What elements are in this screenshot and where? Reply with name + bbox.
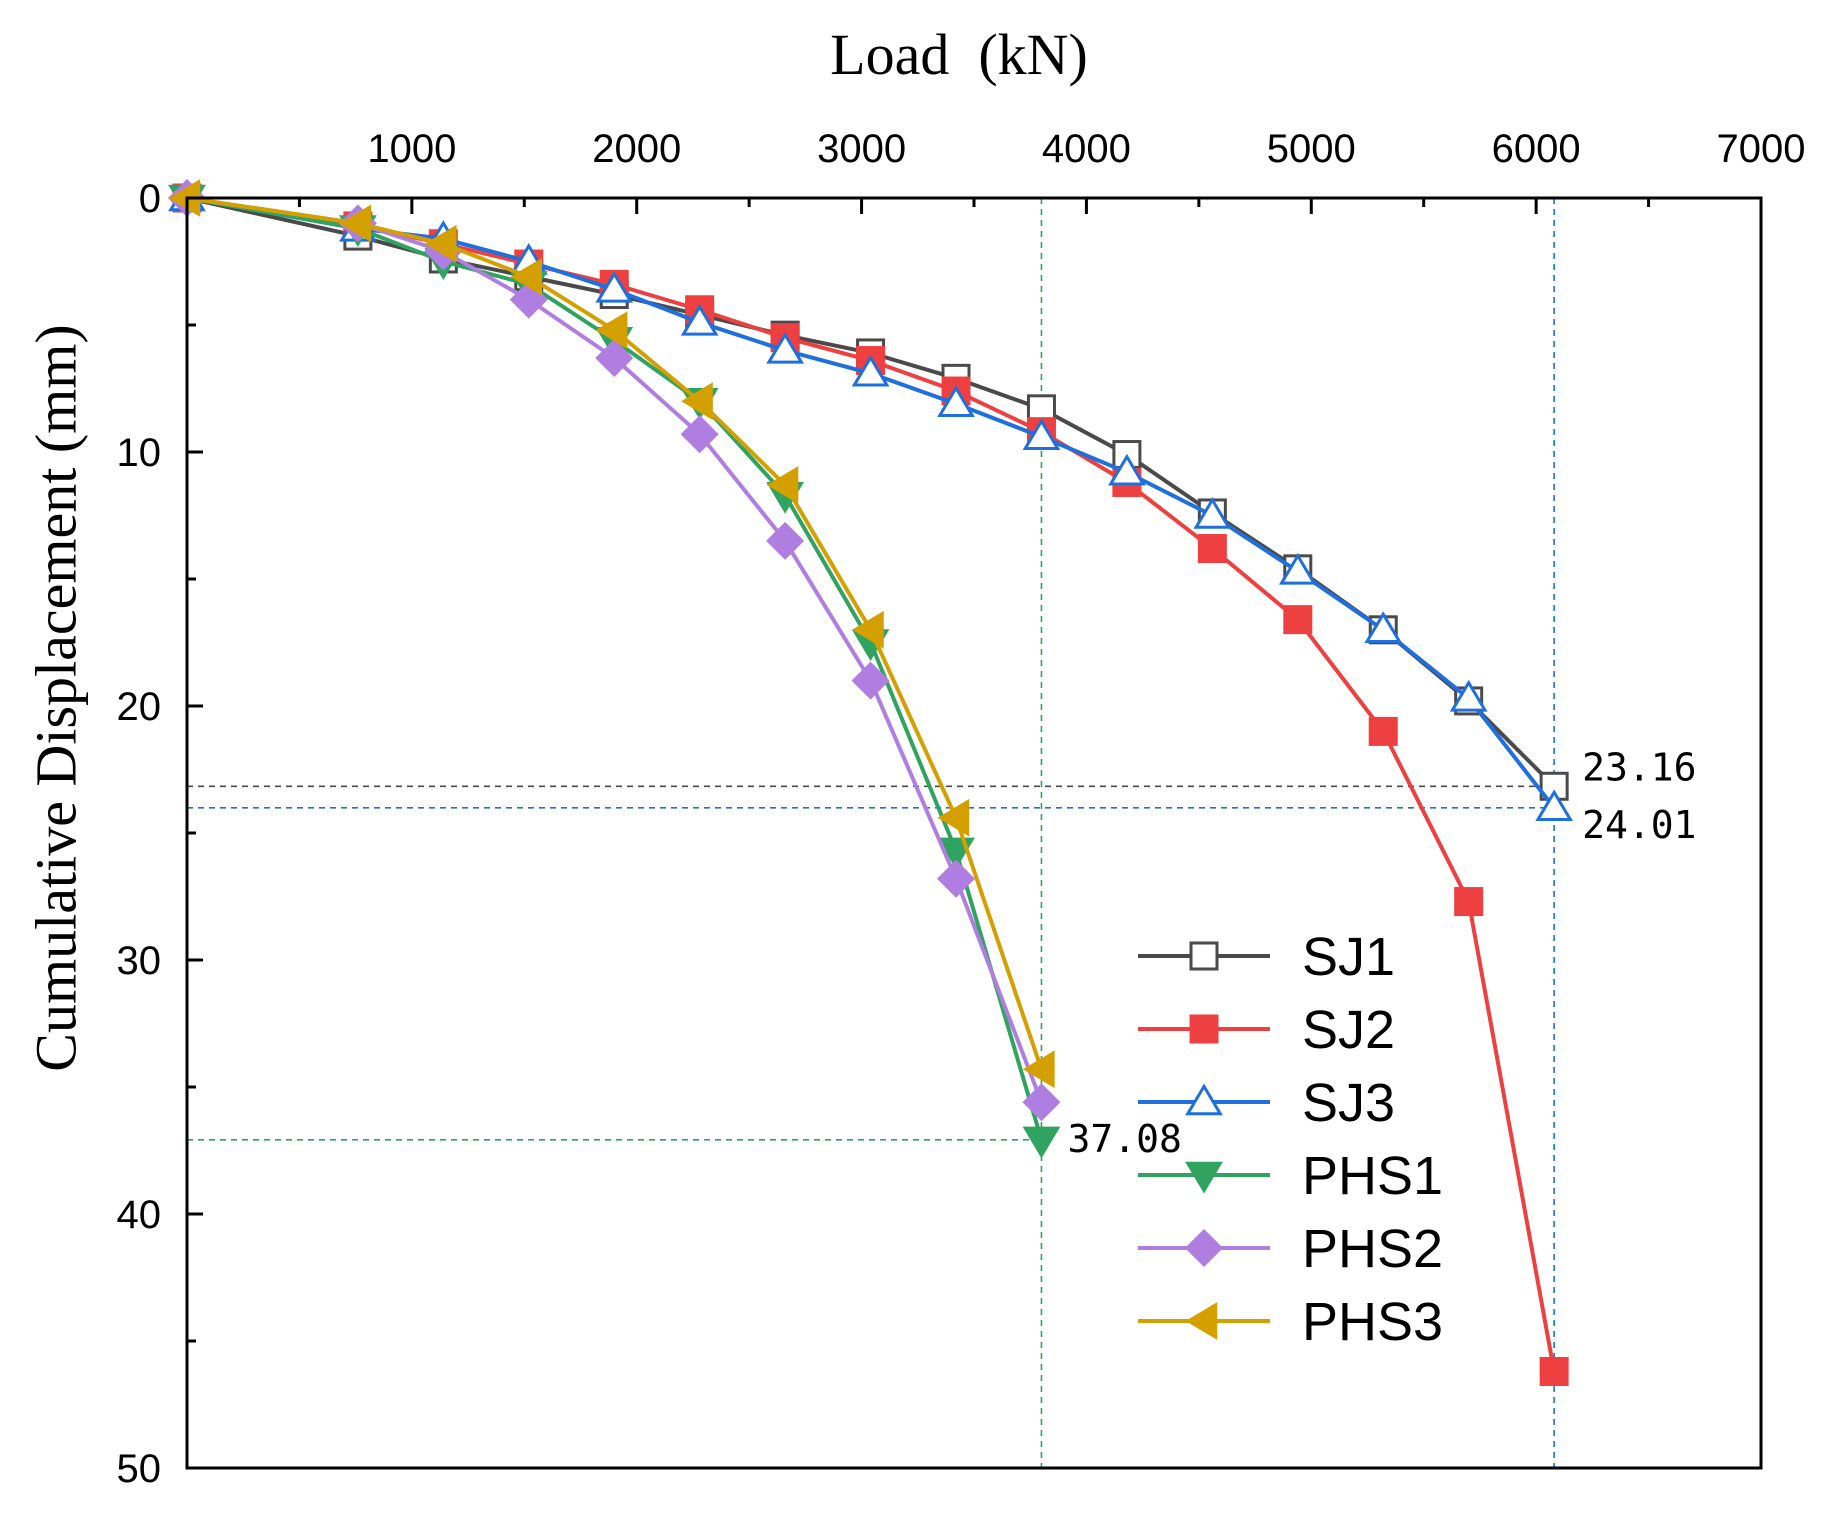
x-ticks: 1000 2000 3000 4000 5000 6000 7000 bbox=[297, 127, 1806, 214]
data-point-marker bbox=[1364, 611, 1403, 643]
legend-item-phs2: PHS2 bbox=[1138, 1219, 1443, 1279]
value-annotation: 37.08 bbox=[1067, 1117, 1181, 1161]
series-phs3 bbox=[168, 179, 1055, 1089]
data-point-marker bbox=[1185, 1083, 1223, 1116]
data-point-marker bbox=[766, 521, 805, 560]
y-tick-label: 20 bbox=[117, 685, 162, 729]
data-point-marker bbox=[339, 204, 372, 243]
legend-item-sj2: SJ2 bbox=[1138, 1000, 1395, 1060]
data-point-marker bbox=[766, 331, 805, 364]
data-point-marker bbox=[1185, 1161, 1223, 1194]
y-tick-label: 40 bbox=[117, 1193, 162, 1237]
data-point-marker bbox=[766, 466, 799, 504]
data-point-marker bbox=[1539, 1356, 1569, 1386]
series-group bbox=[167, 178, 1574, 1386]
y-tick-label: 50 bbox=[117, 1447, 162, 1491]
data-point-marker bbox=[680, 303, 719, 336]
value-annotation: 23.16 bbox=[1582, 745, 1696, 789]
data-point-marker bbox=[681, 382, 713, 421]
series-phs2 bbox=[167, 178, 1061, 1122]
legend-label: PHS3 bbox=[1302, 1292, 1443, 1352]
data-point-marker bbox=[1184, 1228, 1224, 1268]
y-ticks: 0 10 20 30 40 50 bbox=[117, 177, 203, 1491]
data-point-marker bbox=[1022, 1083, 1061, 1122]
x-axis-title: Load (kN) bbox=[830, 22, 1088, 87]
y-tick-label: 0 bbox=[139, 177, 161, 221]
legend-item-sj3: SJ3 bbox=[1138, 1073, 1395, 1133]
legend: SJ1 SJ2 SJ3 PHS1 PHS2 PHS3 bbox=[1138, 927, 1443, 1352]
data-point-marker bbox=[680, 415, 719, 454]
series-line bbox=[186, 196, 1557, 1372]
legend-label: PHS1 bbox=[1302, 1146, 1443, 1206]
x-tick-label: 5000 bbox=[1267, 127, 1356, 171]
legend-item-phs1: PHS1 bbox=[1138, 1146, 1443, 1206]
series-line bbox=[186, 196, 1556, 810]
y-tick-label: 10 bbox=[117, 431, 162, 475]
x-tick-label: 4000 bbox=[1042, 127, 1131, 171]
data-point-marker bbox=[1022, 1126, 1061, 1159]
value-annotation: 24.01 bbox=[1582, 803, 1696, 847]
data-point-marker bbox=[595, 270, 634, 303]
legend-label: SJ1 bbox=[1302, 927, 1395, 987]
series-line bbox=[186, 196, 1044, 1070]
data-point-marker bbox=[1283, 605, 1313, 635]
x-tick-label: 2000 bbox=[592, 127, 681, 171]
y-tick-label: 30 bbox=[117, 939, 162, 983]
data-point-marker bbox=[936, 859, 976, 898]
x-tick-label: 7000 bbox=[1717, 127, 1806, 171]
data-point-marker bbox=[937, 798, 970, 837]
data-point-marker bbox=[595, 311, 628, 349]
data-point-marker bbox=[1197, 534, 1227, 564]
plot-frame bbox=[185, 196, 1763, 1470]
series-line bbox=[186, 196, 1044, 1141]
data-point-marker bbox=[937, 385, 975, 417]
data-point-marker bbox=[1189, 1014, 1219, 1044]
legend-item-phs3: PHS3 bbox=[1138, 1292, 1443, 1352]
data-point-marker bbox=[1368, 716, 1398, 746]
data-point-marker bbox=[510, 257, 542, 296]
legend-label: PHS2 bbox=[1302, 1219, 1443, 1279]
data-point-marker bbox=[1185, 1302, 1218, 1340]
data-point-marker bbox=[1189, 941, 1219, 971]
data-point-marker bbox=[1193, 496, 1232, 529]
data-point-marker bbox=[1454, 887, 1484, 917]
data-point-marker bbox=[1278, 552, 1317, 585]
data-point-marker bbox=[1022, 418, 1061, 450]
data-point-marker bbox=[852, 610, 884, 649]
axes-group bbox=[185, 196, 1763, 1470]
data-point-marker bbox=[851, 354, 890, 387]
data-point-marker bbox=[1449, 679, 1488, 712]
data-point-marker bbox=[595, 338, 634, 378]
data-point-marker bbox=[1022, 1050, 1055, 1089]
data-point-marker bbox=[424, 224, 457, 263]
series-sj3 bbox=[168, 179, 1574, 822]
series-line bbox=[186, 196, 1044, 1103]
legend-item-sj1: SJ1 bbox=[1138, 927, 1395, 987]
legend-label: SJ3 bbox=[1302, 1073, 1395, 1133]
y-axis-title: Cumulative Displacement (mm) bbox=[23, 324, 88, 1071]
series-sj1 bbox=[172, 183, 1569, 801]
x-tick-label: 3000 bbox=[817, 127, 906, 171]
data-point-marker bbox=[1108, 453, 1146, 486]
legend-label: SJ2 bbox=[1302, 1000, 1395, 1060]
data-point-marker bbox=[851, 661, 890, 700]
x-tick-label: 1000 bbox=[367, 127, 456, 171]
annotations: 23.16 24.01 37.08 bbox=[1067, 745, 1696, 1161]
x-tick-label: 6000 bbox=[1492, 127, 1581, 171]
data-point-marker bbox=[1535, 789, 1574, 822]
